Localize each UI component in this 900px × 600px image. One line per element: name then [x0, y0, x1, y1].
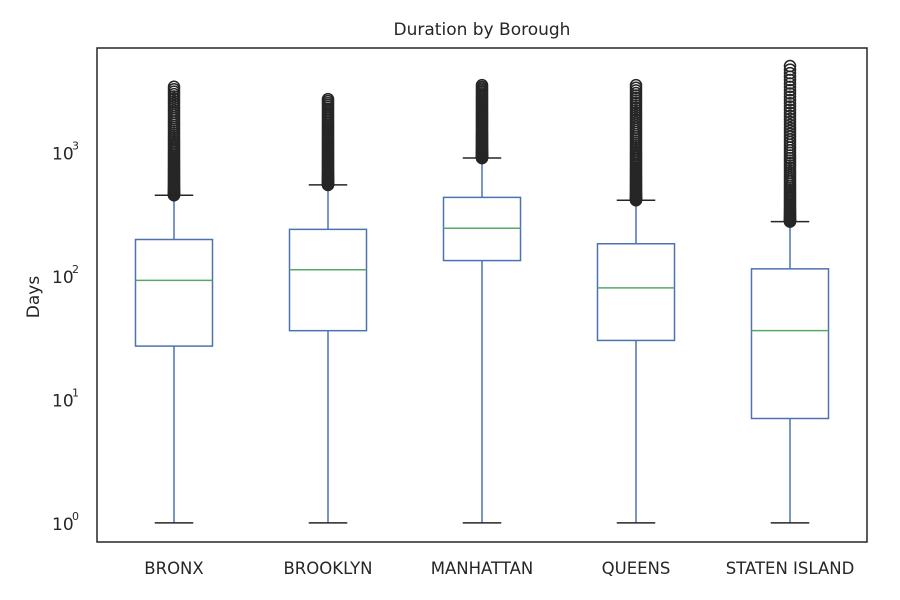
- box-group-bronx: [134, 80, 214, 524]
- outlier-point: [783, 93, 797, 107]
- outliers: [783, 59, 797, 228]
- box-group-manhattan: [442, 78, 522, 524]
- plot-frame: [96, 47, 868, 543]
- y-tick-exponent: 0: [72, 510, 79, 523]
- y-tick-exponent: 2: [72, 263, 79, 276]
- iqr-box: [134, 238, 214, 347]
- outlier-point: [783, 115, 797, 129]
- plot-marks: [134, 59, 830, 524]
- chart-title: Duration by Borough: [394, 20, 571, 40]
- iqr-box: [596, 243, 676, 342]
- box-group-staten-island: [750, 59, 830, 524]
- outlier-point: [783, 106, 797, 120]
- x-tick-label: BRONX: [144, 559, 203, 578]
- outlier-point: [783, 118, 797, 132]
- outlier-point: [321, 92, 335, 106]
- x-tick-label: STATEN ISLAND: [726, 559, 855, 578]
- y-tick-exponent: 1: [72, 386, 79, 399]
- outlier-point: [783, 100, 797, 113]
- y-tick-label: 10: [52, 515, 74, 535]
- y-tick-label: 10: [52, 268, 74, 288]
- outlier-point: [783, 112, 797, 126]
- iqr-box: [750, 268, 830, 420]
- outlier-point: [783, 83, 797, 97]
- box-group-brooklyn: [288, 92, 368, 524]
- y-tick-label: 10: [52, 144, 74, 164]
- y-tick-label: 10: [52, 391, 74, 411]
- x-tick-label: QUEENS: [602, 559, 671, 578]
- iqr-box: [288, 228, 368, 332]
- outlier-point: [783, 87, 797, 100]
- outlier-point: [475, 78, 489, 92]
- y-axis-label: Days: [24, 276, 44, 319]
- outlier-point: [783, 59, 797, 73]
- outlier-point: [167, 80, 181, 93]
- outliers: [167, 80, 181, 202]
- outlier-point: [783, 103, 797, 116]
- x-tick-labels: BRONX BROOKLYN MANHATTAN QUEENS STATEN ISLAN…: [144, 559, 854, 578]
- box-group-queens: [596, 78, 676, 524]
- y-tick-exponent: 3: [72, 139, 79, 152]
- x-tick-label: MANHATTAN: [431, 559, 534, 578]
- outlier-point: [783, 97, 797, 110]
- outlier-point: [783, 109, 797, 123]
- x-tick-label: BROOKLYN: [283, 559, 372, 578]
- outlier-point: [629, 78, 643, 92]
- outliers: [629, 78, 643, 207]
- outliers: [321, 92, 335, 192]
- outliers: [475, 78, 489, 165]
- outlier-point: [783, 63, 797, 76]
- outlier-point: [783, 66, 797, 80]
- outlier-point: [783, 90, 797, 104]
